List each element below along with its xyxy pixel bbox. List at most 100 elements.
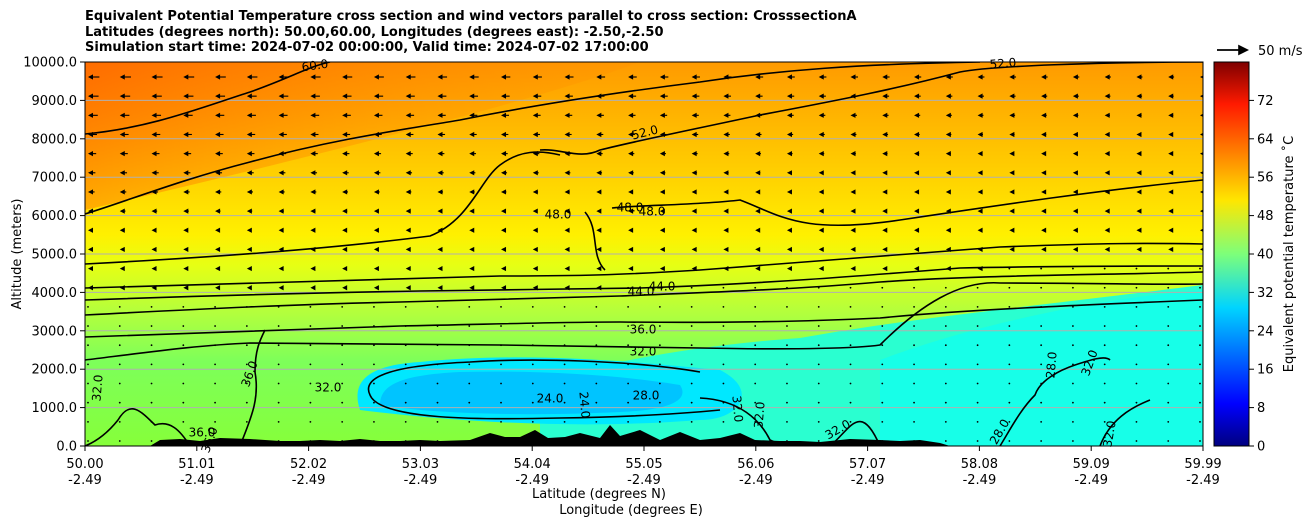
wind-arrow: [309, 420, 312, 423]
wind-arrow: [944, 420, 947, 423]
wind-arrow: [1200, 113, 1203, 117]
wind-arrow: [786, 382, 788, 385]
wind-arrow: [341, 420, 344, 423]
wind-arrow: [246, 93, 257, 99]
wind-arrow: [564, 170, 571, 176]
wind-arrow: [88, 170, 96, 176]
wind-arrow: [818, 131, 825, 138]
wind-arrow: [1040, 286, 1043, 289]
x-tick-lon: -2.49: [963, 473, 997, 488]
wind-arrow: [786, 420, 788, 423]
wind-arrow: [1041, 93, 1048, 99]
wind-arrow: [1199, 363, 1201, 366]
wind-arrow: [437, 285, 443, 291]
wind-arrow: [1135, 401, 1138, 404]
wind-arrow: [659, 151, 666, 157]
wind-arrow: [914, 227, 920, 233]
wind-arrow: [945, 74, 953, 80]
wind-arrow: [405, 151, 413, 157]
y-tick-label: 4000.0: [32, 286, 78, 301]
wind-arrow: [1072, 363, 1074, 366]
wind-arrow: [914, 112, 921, 118]
x-axis: 50.00-2.4951.01-2.4952.02-2.4953.03-2.49…: [66, 446, 1222, 488]
wind-arrow: [342, 131, 351, 138]
wind-arrow: [563, 382, 566, 385]
wind-arrow: [182, 325, 185, 327]
wind-arrow: [945, 227, 951, 233]
wind-arrow: [278, 189, 285, 195]
chart-title: Equivalent Potential Temperature cross s…: [85, 9, 857, 56]
wind-arrow: [913, 382, 915, 385]
wind-arrow: [1009, 151, 1015, 157]
wind-arrow: [786, 74, 795, 80]
wind-arrow: [436, 420, 439, 423]
wind-arrow: [373, 246, 379, 253]
wind-arrow: [754, 286, 757, 289]
wind-arrow: [977, 227, 983, 233]
wind-arrow: [977, 74, 985, 80]
wind-arrow: [1167, 344, 1170, 347]
colorbar-tick-label: 40: [1257, 248, 1274, 263]
wind-arrow: [1009, 208, 1015, 214]
wind-arrow: [786, 440, 788, 442]
wind-arrow: [596, 112, 604, 118]
wind-arrow: [786, 265, 792, 272]
wind-arrow: [437, 93, 447, 99]
wind-arrow: [977, 170, 983, 176]
wind-arrow: [215, 189, 222, 195]
wind-arrow: [246, 285, 252, 291]
wind-arrow: [882, 246, 888, 253]
wind-arrow: [119, 227, 125, 233]
wind-arrow: [1104, 74, 1111, 80]
wind-arrow: [1168, 170, 1174, 176]
wind-arrow: [404, 401, 407, 404]
wind-arrow: [1041, 151, 1047, 157]
wind-arrow: [945, 131, 952, 138]
wind-arrow: [914, 265, 920, 272]
wind-arrow: [564, 151, 571, 157]
wind-arrow: [150, 440, 153, 442]
x-tick-lon: -2.49: [68, 473, 102, 488]
wind-arrow: [1008, 401, 1011, 404]
wind-arrow: [150, 344, 153, 347]
wind-arrow: [691, 170, 698, 176]
wind-arrow: [1135, 286, 1138, 289]
contour-label: 44.0: [649, 280, 676, 294]
colorbar-tick-label: 48: [1257, 209, 1274, 224]
wind-arrow: [595, 382, 598, 385]
wind-arrow: [373, 227, 379, 233]
wind-arrow: [564, 131, 572, 138]
wind-arrow: [373, 170, 381, 176]
wind-arrow: [277, 325, 280, 327]
x-tick-lon: -2.49: [515, 473, 549, 488]
contour-label: 32.0: [89, 374, 105, 402]
wind-arrow: [786, 131, 794, 138]
wind-arrow: [246, 112, 256, 118]
wind-arrow: [246, 170, 254, 176]
wind-arrow: [563, 305, 566, 308]
y-tick-label: 8000.0: [32, 132, 78, 147]
wind-arrow: [183, 208, 189, 214]
colorbar-tick-label: 72: [1257, 94, 1274, 109]
wind-arrow: [818, 93, 826, 99]
wind-arrow: [469, 170, 476, 176]
wind-arrow: [531, 420, 534, 423]
wind-arrow: [1199, 286, 1201, 289]
wind-arrow: [373, 112, 383, 118]
wind-arrow: [245, 325, 248, 327]
wind-arrow: [976, 286, 979, 289]
wind-arrow: [850, 208, 856, 214]
wind-arrow: [246, 208, 253, 214]
wind-arrow: [405, 74, 416, 80]
wind-arrow: [404, 363, 407, 366]
wind-arrow: [755, 74, 764, 80]
wind-arrow: [1103, 344, 1106, 347]
wind-arrow: [342, 246, 348, 253]
wind-arrow: [501, 208, 507, 214]
wind-arrow: [1072, 440, 1074, 442]
wind-arrow: [436, 382, 439, 385]
wind-arrow: [850, 74, 858, 80]
wind-arrow: [501, 93, 510, 99]
wind-arrow: [881, 325, 884, 327]
wind-arrow: [277, 344, 280, 347]
